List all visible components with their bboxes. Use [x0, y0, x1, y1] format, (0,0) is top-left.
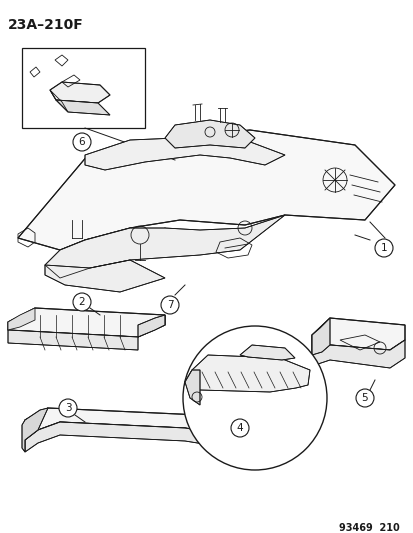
Text: 2: 2: [78, 297, 85, 307]
Polygon shape: [311, 340, 404, 368]
Circle shape: [73, 133, 91, 151]
Circle shape: [355, 389, 373, 407]
Polygon shape: [22, 408, 48, 452]
Text: 3: 3: [64, 403, 71, 413]
Polygon shape: [240, 345, 294, 360]
Polygon shape: [45, 260, 165, 292]
Circle shape: [73, 293, 91, 311]
Polygon shape: [311, 318, 404, 350]
Circle shape: [161, 296, 178, 314]
Polygon shape: [185, 370, 199, 405]
Polygon shape: [25, 408, 224, 440]
Polygon shape: [8, 308, 165, 337]
Circle shape: [374, 239, 392, 257]
Circle shape: [183, 326, 326, 470]
Polygon shape: [18, 130, 394, 250]
Polygon shape: [8, 308, 35, 330]
Text: 5: 5: [361, 393, 368, 403]
Polygon shape: [165, 120, 254, 148]
Circle shape: [230, 419, 248, 437]
Circle shape: [59, 399, 77, 417]
Polygon shape: [311, 318, 329, 355]
Text: 7: 7: [166, 300, 173, 310]
Text: 1: 1: [380, 243, 387, 253]
Polygon shape: [199, 415, 224, 445]
Text: 23A–210F: 23A–210F: [8, 18, 83, 32]
Text: 6: 6: [78, 137, 85, 147]
Polygon shape: [8, 330, 138, 350]
Polygon shape: [138, 315, 165, 337]
Polygon shape: [56, 100, 110, 115]
Polygon shape: [50, 82, 110, 103]
Text: 4: 4: [236, 423, 243, 433]
Polygon shape: [45, 215, 284, 278]
Polygon shape: [25, 422, 209, 452]
Polygon shape: [85, 137, 284, 170]
Polygon shape: [185, 355, 309, 392]
Text: 93469  210: 93469 210: [338, 523, 399, 533]
